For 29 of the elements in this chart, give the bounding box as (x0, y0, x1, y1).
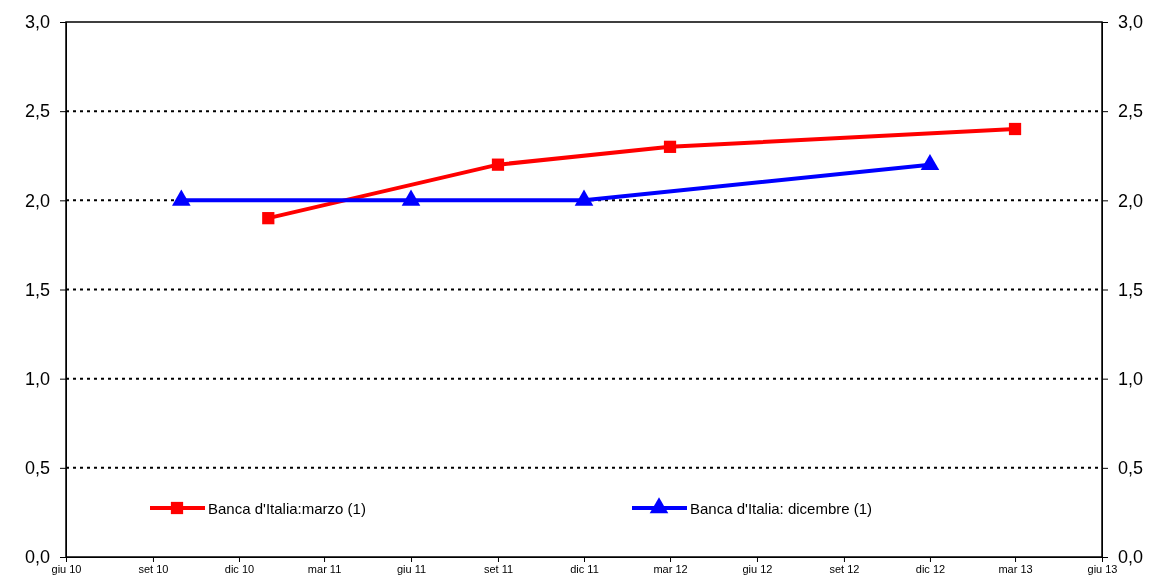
y-tick-label: 0,5 (24, 458, 50, 479)
x-tick-label: giu 11 (396, 562, 427, 575)
x-tick-label: dic 11 (570, 562, 599, 575)
x-tick-label: giu 12 (742, 562, 773, 575)
x-tick-label: mar 11 (307, 562, 342, 575)
x-tick-label: set 12 (829, 562, 860, 575)
y-tick-label: 2,5 (24, 101, 50, 122)
x-tick-label: dic 10 (224, 562, 255, 575)
y-tick-label: 3,0 (24, 12, 50, 33)
y2-tick-label: 1,0 (1118, 368, 1144, 389)
x-tick-label: giu 13 (1087, 562, 1118, 575)
y-tick-label: 2,0 (24, 190, 50, 211)
x-tick-label: dic 12 (915, 562, 946, 575)
y2-tick-label: 3,0 (1118, 12, 1144, 33)
y-tick-label: 0,0 (24, 547, 50, 568)
x-tick-label: mar 13 (998, 562, 1033, 575)
y2-tick-label: 1,5 (1118, 279, 1144, 300)
y2-tick-label: 0,5 (1118, 458, 1144, 479)
y2-tick-label: 2,5 (1118, 101, 1144, 122)
x-tick-label: set 11 (483, 562, 514, 575)
x-tick-label: mar 12 (653, 562, 688, 575)
legend-label: Banca d'Italia: dicembre (1) (690, 500, 873, 517)
y-tick-label: 1,5 (24, 279, 50, 300)
x-tick-label: giu 10 (51, 562, 82, 575)
legend-label: Banca d'Italia:marzo (1) (208, 500, 366, 517)
y2-tick-label: 2,0 (1118, 190, 1144, 211)
y-tick-label: 1,0 (24, 368, 50, 389)
x-tick-label: set 10 (138, 562, 169, 575)
y2-tick-label: 0,0 (1118, 547, 1144, 568)
